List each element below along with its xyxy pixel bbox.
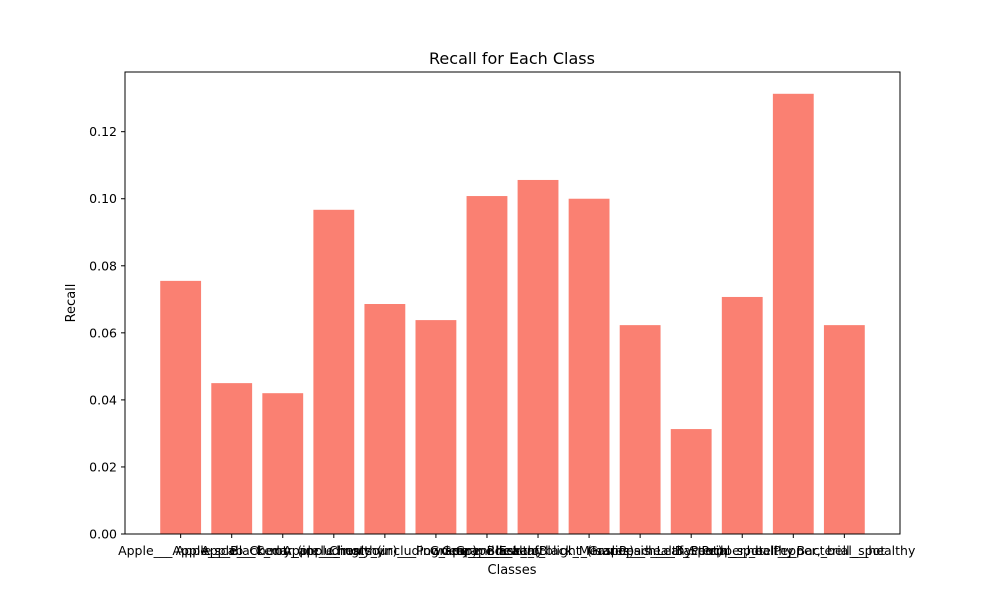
bar-7 xyxy=(517,179,559,534)
x-tick-label-3: Apple___healthy xyxy=(283,543,385,558)
bar-6 xyxy=(466,196,508,534)
bar-8 xyxy=(568,198,610,534)
x-tick-label-9: Grape___healthy xyxy=(588,543,692,558)
x-tick-label-1: Apple___Black_rot xyxy=(176,543,288,558)
y-tick-label-1: 0.02 xyxy=(89,459,117,474)
bar-11 xyxy=(721,296,763,534)
x-tick-label-8: Grape___Leaf_blight_(Isariopsis_Leaf_Spo… xyxy=(455,543,722,558)
y-tick-label-0: 0.00 xyxy=(89,527,117,542)
y-tick-label-4: 0.08 xyxy=(89,258,117,273)
x-tick-label-6: Grape___Black_rot xyxy=(430,543,544,558)
y-tick-label-3: 0.06 xyxy=(89,325,117,340)
y-tick-label-2: 0.04 xyxy=(89,392,117,407)
y-axis-label: Recall xyxy=(64,284,79,323)
x-tick-label-7: Grape___Esca_(Black_Measles) xyxy=(442,543,634,558)
x-axis-label: Classes xyxy=(488,563,537,578)
bar-4 xyxy=(364,304,406,534)
x-tick-label-11: Peach___healthy xyxy=(691,543,795,558)
bars-group xyxy=(160,93,865,534)
x-tick-label-4: Cherry_(including_sour)___Powdery_mildew xyxy=(249,543,520,558)
y-axis: 0.00 0.02 0.04 0.06 0.08 0.10 0.12 xyxy=(89,124,125,542)
x-tick-label-10: Peach___Bacterial_spot xyxy=(619,543,764,558)
y-tick-label-5: 0.10 xyxy=(89,191,117,206)
y-tick-label-6: 0.12 xyxy=(89,124,117,139)
bar-9 xyxy=(619,325,661,534)
bar-2 xyxy=(262,393,304,534)
bar-3 xyxy=(313,209,355,534)
chart-title: Recall for Each Class xyxy=(429,49,595,68)
plot-frame xyxy=(124,71,901,535)
x-tick-label-13: Pepper,_bell___healthy xyxy=(773,543,916,558)
x-tick-label-5: Cherry_(including_sour)___healthy xyxy=(329,543,544,558)
bar-12 xyxy=(772,93,814,534)
x-tick-label-12: Pepper,_bell___Bacterial_spot xyxy=(701,543,885,558)
bar-10 xyxy=(670,429,712,534)
x-tick-label-2: Apple___Cedar_apple_rust xyxy=(201,543,364,558)
x-tick-label-0: Apple___Apple_scab xyxy=(118,543,243,558)
bar-5 xyxy=(415,320,457,534)
bar-0 xyxy=(160,280,202,534)
bar-1 xyxy=(211,383,253,534)
x-axis: Apple___Apple_scabApple___Black_rotApple… xyxy=(118,534,916,558)
bar-13 xyxy=(823,325,865,534)
